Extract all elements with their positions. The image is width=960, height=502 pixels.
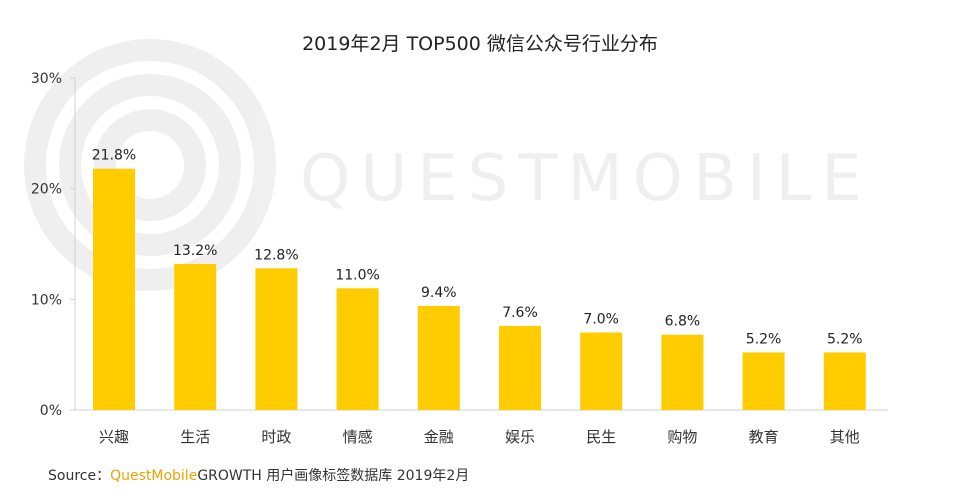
watermark-text: QUESTMOBILE bbox=[300, 142, 872, 216]
x-category-label: 时政 bbox=[261, 428, 291, 446]
y-tick-label: 20% bbox=[31, 182, 62, 198]
x-category-label: 其他 bbox=[830, 428, 860, 446]
bar-value-label: 12.8% bbox=[254, 247, 298, 263]
x-category-label: 金融 bbox=[424, 428, 454, 446]
bar-value-label: 5.2% bbox=[827, 331, 863, 347]
source-note: Source：QuestMobileGROWTH 用户画像标签数据库 2019年… bbox=[48, 465, 469, 485]
bar-value-label: 11.0% bbox=[335, 267, 379, 283]
bar-value-label: 6.8% bbox=[665, 314, 701, 330]
bar bbox=[336, 288, 379, 410]
bar bbox=[93, 168, 135, 410]
y-tick-label: 0% bbox=[40, 403, 62, 419]
source-rest: GROWTH 用户画像标签数据库 2019年2月 bbox=[197, 468, 470, 484]
x-category-label: 教育 bbox=[749, 428, 779, 446]
source-brand: QuestMobile bbox=[110, 468, 198, 484]
y-tick-label: 30% bbox=[31, 71, 62, 87]
bar-value-label: 7.6% bbox=[502, 305, 538, 321]
bar bbox=[580, 332, 623, 410]
bar bbox=[417, 305, 460, 410]
bar-value-label: 13.2% bbox=[173, 243, 217, 259]
chart-title: 2019年2月 TOP500 微信公众号行业分布 bbox=[302, 33, 658, 55]
bar bbox=[661, 334, 704, 410]
bar bbox=[499, 325, 541, 410]
x-category-label: 娱乐 bbox=[505, 428, 535, 446]
bar bbox=[174, 263, 217, 410]
x-category-label: 情感 bbox=[343, 428, 373, 446]
y-tick-label: 10% bbox=[31, 292, 62, 308]
source-prefix: Source： bbox=[48, 468, 111, 484]
x-category-label: 购物 bbox=[667, 428, 697, 446]
x-category-label: 兴趣 bbox=[99, 428, 129, 446]
watermark-ring bbox=[59, 74, 241, 256]
bar-value-label: 9.4% bbox=[421, 285, 457, 301]
watermark-logo bbox=[24, 39, 276, 291]
bar-value-label: 7.0% bbox=[583, 312, 619, 328]
bar-value-label: 21.8% bbox=[92, 148, 136, 164]
x-category-label: 生活 bbox=[180, 428, 210, 446]
watermark-ring bbox=[24, 39, 276, 291]
bar bbox=[742, 352, 785, 410]
bar bbox=[255, 268, 298, 410]
watermark-ring bbox=[94, 109, 206, 221]
bar bbox=[823, 352, 866, 410]
x-category-label: 民生 bbox=[586, 428, 616, 446]
bar-value-label: 5.2% bbox=[746, 331, 782, 347]
